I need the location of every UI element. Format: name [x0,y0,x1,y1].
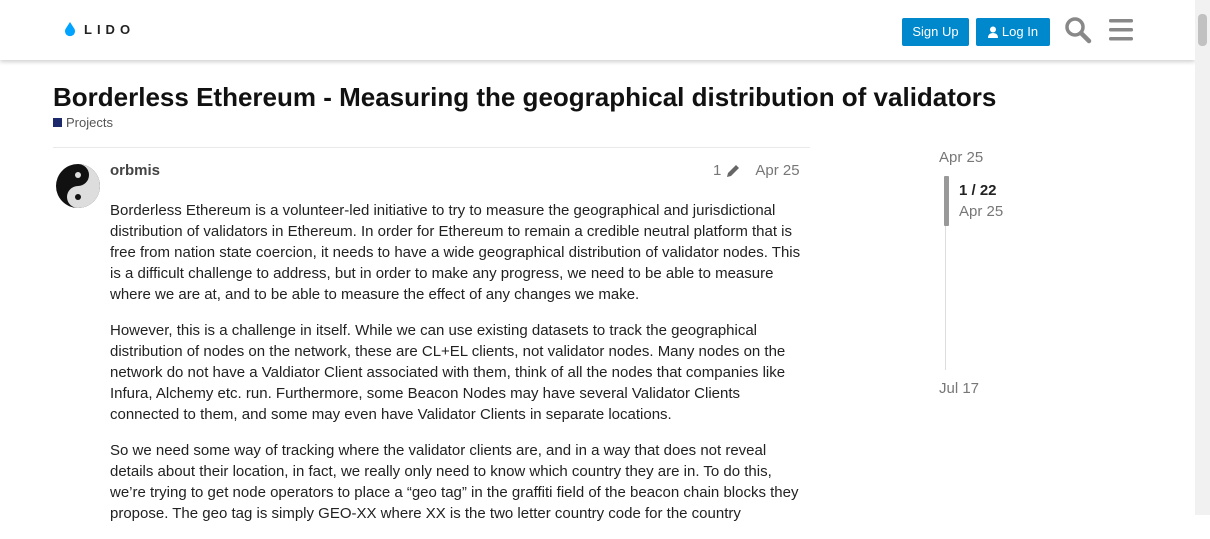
search-icon[interactable] [1064,16,1092,44]
timeline-handle[interactable] [944,176,949,226]
scroll-thumb[interactable] [1198,14,1207,46]
timeline-track [945,176,946,370]
logo-drop [65,22,75,37]
username[interactable]: orbmis [110,162,161,179]
site-header: LIDO Sign Up Log In [0,0,1195,60]
divider [53,147,810,148]
log-in-button[interactable]: Log In [976,18,1050,46]
paragraph: However, this is a challenge in itself. … [110,322,786,423]
paragraph: So we need some way of tracking where th… [110,442,799,522]
timeline-date: Apr 25 [959,203,1004,220]
page: Borderless Ethereum {"header": {"logo": … [0,0,1210,522]
category-label: Projects [66,115,113,130]
logo-text: LIDO [84,21,136,37]
logo[interactable]: LIDO [64,21,135,37]
timeline-position: 1 / 22 [959,182,997,199]
sign-up-button[interactable]: Sign Up [902,18,969,46]
menu-icon[interactable] [1108,18,1134,42]
category[interactable]: Projects [53,115,113,130]
log-in-label: Log In [1001,24,1039,39]
avatar[interactable] [55,163,101,209]
post-body: Borderless Ethereum is a volunteer-led i… [110,200,802,539]
user-icon [987,26,998,38]
timeline-start[interactable]: Apr 25 [939,149,984,166]
category-swatch [53,118,62,127]
timeline-end[interactable]: Jul 17 [939,380,980,397]
paragraph: Borderless Ethereum is a volunteer-led i… [110,202,801,303]
scrollbar[interactable] [1195,0,1210,515]
topic-title: Borderless Ethereum - Measuring the geog… [53,82,997,112]
edit-count[interactable]: 1 [713,162,722,179]
edit-icon [727,164,740,177]
post-date[interactable]: Apr 25 [755,162,800,179]
page-body: LIDO Sign Up Log In Borderless Ethereum … [0,0,1210,522]
post-meta: 1 Apr 25 [713,162,800,179]
